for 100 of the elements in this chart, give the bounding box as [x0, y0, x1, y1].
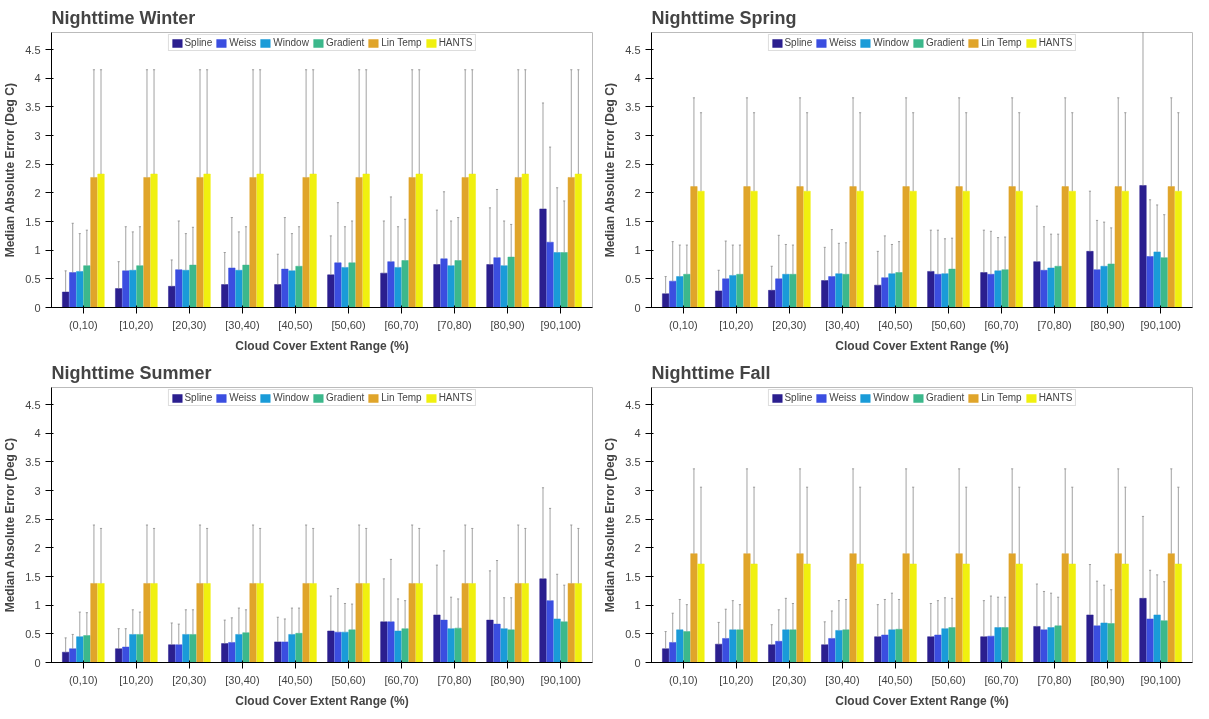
x-tick-label: [20,30) [772, 673, 807, 686]
bar [743, 553, 751, 663]
legend-label: HANTS [1038, 392, 1073, 403]
x-tick-label: [60,70) [984, 673, 1019, 686]
bar [994, 627, 1002, 663]
bar [546, 241, 554, 308]
legend-label: Spline [184, 37, 213, 48]
x-tick-label: [80,90) [490, 318, 525, 331]
bar [750, 190, 758, 308]
bar [408, 177, 416, 308]
y-tick-label: 2 [34, 186, 41, 199]
y-tick-label: 3 [634, 484, 641, 497]
bar [1174, 563, 1182, 663]
bar [1139, 185, 1147, 308]
bar [1167, 553, 1175, 663]
chart-title: Nighttime Spring [651, 7, 797, 28]
bar [143, 583, 151, 663]
bar [242, 632, 250, 663]
bar [1146, 618, 1154, 663]
bar [461, 177, 469, 308]
bar [902, 553, 910, 663]
bar [683, 274, 691, 308]
x-tick-label: [40,50) [878, 318, 913, 331]
x-tick-label: [80,90) [490, 673, 525, 686]
bar [76, 271, 84, 308]
bar [196, 177, 204, 308]
bar [683, 631, 691, 663]
bar [789, 629, 797, 663]
y-tick-label: 1 [634, 599, 641, 612]
x-tick-label: [70,80) [437, 318, 472, 331]
x-tick-label: [90,100) [1140, 318, 1181, 331]
bar [888, 273, 896, 308]
bar [909, 190, 917, 308]
legend-label: Window [273, 392, 309, 403]
bar [955, 186, 963, 308]
bar [560, 252, 568, 308]
y-tick-label: 0 [634, 301, 641, 314]
y-tick-label: 0.5 [25, 272, 41, 285]
x-tick-label: (0,10) [68, 318, 98, 331]
bar [362, 583, 370, 663]
x-tick-label: [60,70) [384, 318, 419, 331]
bar [567, 583, 575, 663]
bar [274, 284, 282, 308]
bar [341, 631, 349, 663]
bar [1033, 261, 1041, 308]
bar [574, 583, 582, 663]
x-tick-label: [50,60) [331, 673, 366, 686]
bar [281, 268, 289, 308]
bar [1121, 190, 1129, 308]
bar [1100, 266, 1108, 308]
bar [1047, 627, 1055, 663]
bar [546, 600, 554, 663]
y-tick-label: 0 [634, 656, 641, 669]
bar [203, 583, 211, 663]
bar [842, 629, 850, 663]
bar [447, 265, 455, 308]
bar [715, 290, 723, 308]
x-tick-label: [90,100) [1140, 673, 1181, 686]
bar [380, 621, 388, 663]
y-tick-label: 1.5 [625, 215, 641, 228]
bar [1086, 614, 1094, 663]
x-tick-label: [50,60) [331, 318, 366, 331]
legend-label: Gradient [925, 37, 965, 48]
bar [803, 563, 811, 663]
bar [768, 290, 776, 308]
bar [574, 173, 582, 308]
y-tick-label: 2 [634, 541, 641, 554]
bar [669, 642, 677, 663]
bar [856, 563, 864, 663]
bar [1107, 623, 1115, 663]
bar [182, 270, 190, 308]
bar [835, 630, 843, 663]
bar [288, 634, 296, 663]
bar [662, 293, 670, 308]
bar [334, 262, 342, 308]
legend-label: Gradient [325, 37, 365, 48]
bar [1061, 186, 1069, 308]
bar [941, 628, 949, 663]
bar [309, 583, 317, 663]
bar [235, 270, 243, 308]
bar [874, 284, 882, 308]
bar [539, 208, 547, 308]
bar [302, 177, 310, 308]
legend-label: Window [273, 37, 309, 48]
bar [1093, 625, 1101, 663]
x-tick-label: [60,70) [384, 673, 419, 686]
x-axis-title: Cloud Cover Extent Range (%) [235, 693, 409, 708]
bar [468, 583, 476, 663]
y-tick-label: 0.5 [25, 627, 41, 640]
bar [440, 619, 448, 663]
bar [1160, 620, 1168, 663]
bar [203, 173, 211, 308]
y-tick-label: 0 [34, 301, 41, 314]
x-tick-label: [20,30) [772, 318, 807, 331]
x-tick-label: [40,50) [878, 673, 913, 686]
bar [362, 173, 370, 308]
bar [83, 635, 91, 663]
bar [828, 638, 836, 663]
y-tick-label: 3 [34, 484, 41, 497]
bar [662, 648, 670, 663]
